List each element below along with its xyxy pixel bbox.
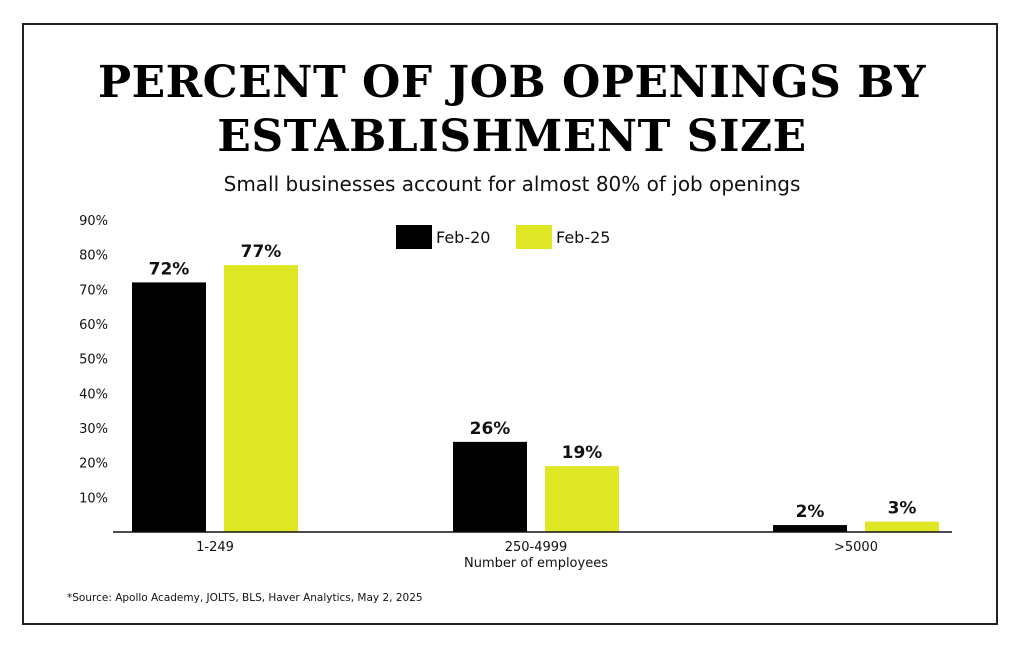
bar-feb-25-1 [545, 466, 619, 532]
chart-title: PERCENT OF JOB OPENINGS BY ESTABLISHMENT… [0, 56, 1024, 164]
bar-feb-20-1 [453, 441, 527, 532]
bar-feb-25-2 [865, 521, 939, 532]
data-label: 77% [241, 242, 282, 262]
x-tick-label: 250-4999 [505, 540, 568, 555]
data-label: 26% [470, 419, 511, 439]
y-tick-label: 50% [79, 353, 108, 368]
legend-swatch-feb-20 [396, 225, 432, 249]
y-tick-label: 10% [79, 491, 108, 506]
y-tick-label: 80% [79, 249, 108, 264]
x-tick-label: >5000 [834, 540, 878, 555]
legend-label: Feb-25 [556, 228, 610, 247]
y-tick-label: 30% [79, 422, 108, 437]
data-label: 2% [796, 502, 825, 522]
x-tick-label: 1-249 [196, 540, 234, 555]
data-label: 19% [562, 443, 603, 463]
x-axis-title: Number of employees [464, 556, 608, 571]
legend-label: Feb-20 [436, 228, 490, 247]
bar-feb-20-0 [132, 282, 206, 532]
chart-subtitle: Small businesses account for almost 80% … [223, 172, 801, 196]
data-label: 3% [888, 499, 917, 519]
data-label: 72% [149, 259, 190, 279]
bar-feb-20-2 [773, 525, 847, 532]
y-tick-label: 90% [79, 214, 108, 229]
y-tick-label: 20% [79, 457, 108, 472]
y-tick-label: 40% [79, 387, 108, 402]
y-tick-label: 60% [79, 318, 108, 333]
bar-feb-25-0 [224, 265, 298, 532]
legend-swatch-feb-25 [516, 225, 552, 249]
chart-title-line-2: ESTABLISHMENT SIZE [217, 111, 807, 162]
y-tick-label: 70% [79, 283, 108, 298]
chart-title-line-1: PERCENT OF JOB OPENINGS BY [97, 57, 927, 108]
source-note: *Source: Apollo Academy, JOLTS, BLS, Hav… [67, 592, 423, 604]
